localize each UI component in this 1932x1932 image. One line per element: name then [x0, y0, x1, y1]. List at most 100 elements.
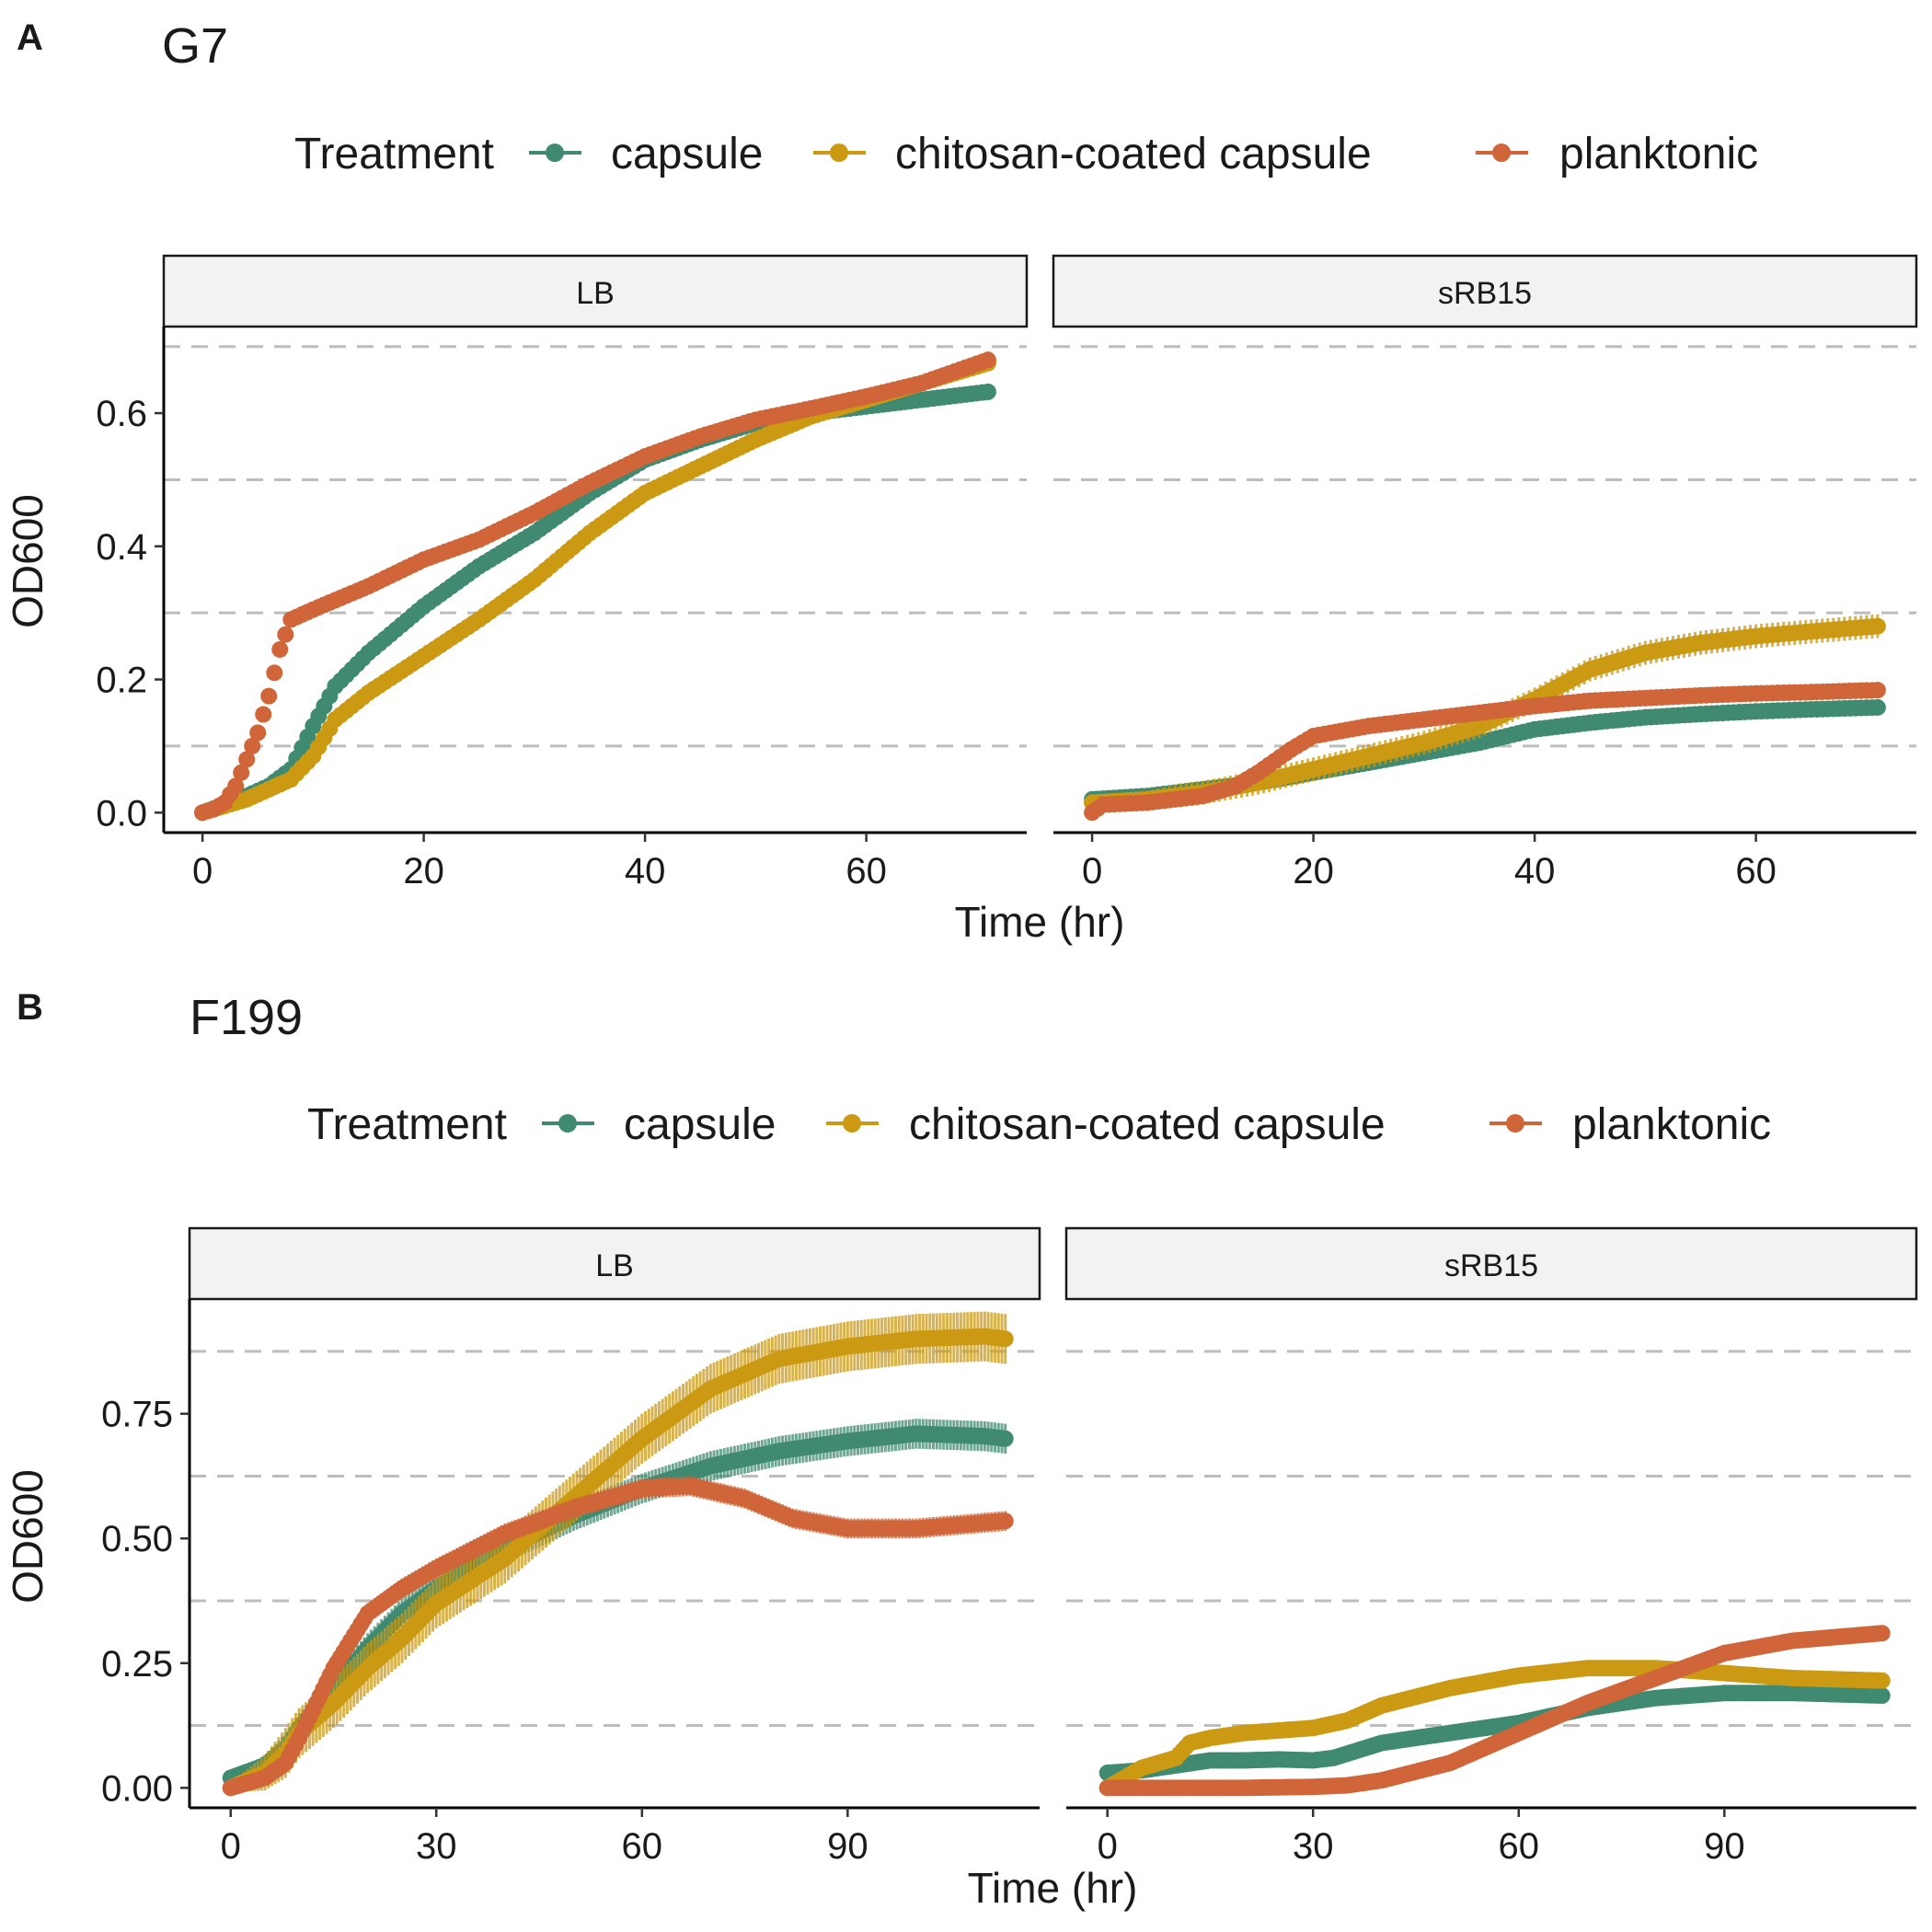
series-chitosan-coated-capsule: [222, 1311, 1014, 1797]
x-tick-label: 40: [1514, 851, 1556, 891]
panel-letter-b: B: [17, 987, 43, 1028]
y-tick-label: 0.75: [101, 1395, 173, 1435]
data-point: [996, 1330, 1014, 1348]
panel-title-a: G7: [162, 18, 228, 74]
y-tick-label: 0.4: [96, 527, 147, 568]
series-planktonic: [222, 1476, 1014, 1797]
strip-lb-a: LB: [162, 254, 1029, 328]
legend-key-chitosan: [813, 144, 866, 162]
legend-key-dot: [830, 144, 848, 162]
legend-key-capsule: [542, 1114, 594, 1133]
x-axis-title-b: Time (hr): [968, 1864, 1138, 1912]
legend-b: Treatment capsule chitosan-coated capsul…: [307, 1100, 1771, 1149]
x-tick-label: 0: [1098, 1826, 1118, 1867]
strip-label-lb: LB: [576, 276, 615, 311]
legend-label-planktonic: planktonic: [1572, 1100, 1771, 1149]
series-planktonic: [1084, 682, 1886, 822]
data-point: [260, 687, 278, 705]
strip-box: [162, 254, 1029, 328]
x-tick-label: 60: [622, 1826, 663, 1867]
panel-b: B F199 Treatment capsule chitosan-coated…: [4, 987, 1918, 1912]
legend-a: Treatment capsule chitosan-coated capsul…: [294, 130, 1758, 178]
strip-lb-b: LB: [188, 1226, 1041, 1301]
legend-label-chitosan: chitosan-coated capsule: [895, 130, 1372, 178]
x-tick-label: 0: [221, 1826, 241, 1867]
data-point: [979, 383, 996, 400]
strip-box: [1064, 1226, 1918, 1301]
strip-srb15-a: sRB15: [1052, 254, 1918, 328]
y-tick-label: 0.2: [96, 661, 147, 701]
data-point: [979, 351, 996, 369]
x-tick-label: 20: [403, 851, 444, 891]
legend-label-planktonic: planktonic: [1559, 130, 1758, 178]
strip-box: [1052, 254, 1918, 328]
legend-key-capsule: [529, 144, 581, 162]
strip-label-srb15: sRB15: [1438, 276, 1532, 311]
legend-title: Treatment: [294, 130, 494, 178]
legend-key-dot: [558, 1114, 577, 1133]
y-axis-title-a: OD600: [4, 494, 52, 628]
y-tick-label: 0.0: [96, 793, 147, 834]
data-point: [996, 1430, 1014, 1447]
data-point: [249, 724, 267, 742]
plot-g7-lb: 0 20 40 60 0.0 0.2 0.4 0.6: [96, 327, 1027, 891]
x-tick-label: 40: [625, 851, 666, 891]
x-tick-label: 0: [192, 851, 213, 891]
plot-f199-lb: 0 30 60 90 0.00 0.25 0.50 0.75: [101, 1299, 1040, 1867]
plot-g7-srb15: 0 20 40 60: [1053, 345, 1916, 891]
legend-key-planktonic: [1489, 1114, 1542, 1133]
series-planktonic: [1098, 1625, 1891, 1797]
y-tick-label: 0.6: [96, 394, 147, 434]
legend-key-dot: [1492, 144, 1511, 162]
plot-f199-srb15: 0 30 60 90: [1066, 1350, 1916, 1867]
strip-srb15-b: sRB15: [1064, 1226, 1918, 1301]
data-point: [266, 664, 283, 682]
legend-title: Treatment: [307, 1100, 507, 1149]
data-point: [255, 706, 272, 723]
x-tick-label: 30: [1293, 1826, 1334, 1867]
x-tick-label: 30: [416, 1826, 457, 1867]
data-point: [244, 737, 261, 754]
strip-label-srb15: sRB15: [1444, 1248, 1538, 1283]
legend-key-planktonic: [1476, 144, 1528, 162]
legend-label-chitosan: chitosan-coated capsule: [909, 1100, 1386, 1149]
data-point: [1873, 1687, 1891, 1705]
data-point: [1869, 617, 1886, 635]
x-tick-label: 60: [1499, 1826, 1540, 1867]
x-axis-title-a: Time (hr): [955, 898, 1125, 946]
strip-box: [188, 1226, 1041, 1301]
data-point: [238, 751, 256, 768]
x-tick-label: 20: [1293, 851, 1334, 891]
series-planktonic: [194, 351, 996, 822]
legend-key-dot: [546, 144, 564, 162]
data-point: [277, 626, 294, 643]
data-point: [1873, 1672, 1891, 1689]
legend-key-chitosan: [826, 1114, 879, 1133]
data-point: [996, 1512, 1014, 1530]
y-tick-label: 0.25: [101, 1644, 173, 1685]
x-tick-label: 60: [1735, 851, 1777, 891]
y-axis-title-b: OD600: [4, 1469, 52, 1604]
x-tick-label: 90: [827, 1826, 868, 1867]
data-point: [1869, 698, 1886, 716]
data-point: [1873, 1625, 1891, 1642]
series-chitosan-coated-capsule: [194, 354, 996, 822]
y-tick-label: 0.50: [101, 1519, 173, 1559]
legend-key-dot: [1506, 1114, 1524, 1133]
x-tick-label: 90: [1704, 1826, 1745, 1867]
legend-key-dot: [843, 1114, 861, 1133]
data-point: [233, 764, 250, 781]
y-tick-label: 0.00: [101, 1768, 173, 1809]
x-tick-label: 0: [1082, 851, 1102, 891]
data-point: [1869, 682, 1886, 699]
strip-label-lb: LB: [595, 1248, 634, 1283]
panel-letter-a: A: [17, 17, 43, 58]
data-point: [271, 640, 289, 658]
legend-label-capsule: capsule: [611, 130, 763, 178]
series-chitosan-coated-capsule: [1098, 1660, 1891, 1797]
legend-label-capsule: capsule: [624, 1100, 776, 1149]
panel-a: A G7 Treatment capsule chitosan-coated c…: [4, 17, 1918, 946]
panel-title-b: F199: [190, 990, 303, 1045]
data-point: [227, 777, 245, 795]
